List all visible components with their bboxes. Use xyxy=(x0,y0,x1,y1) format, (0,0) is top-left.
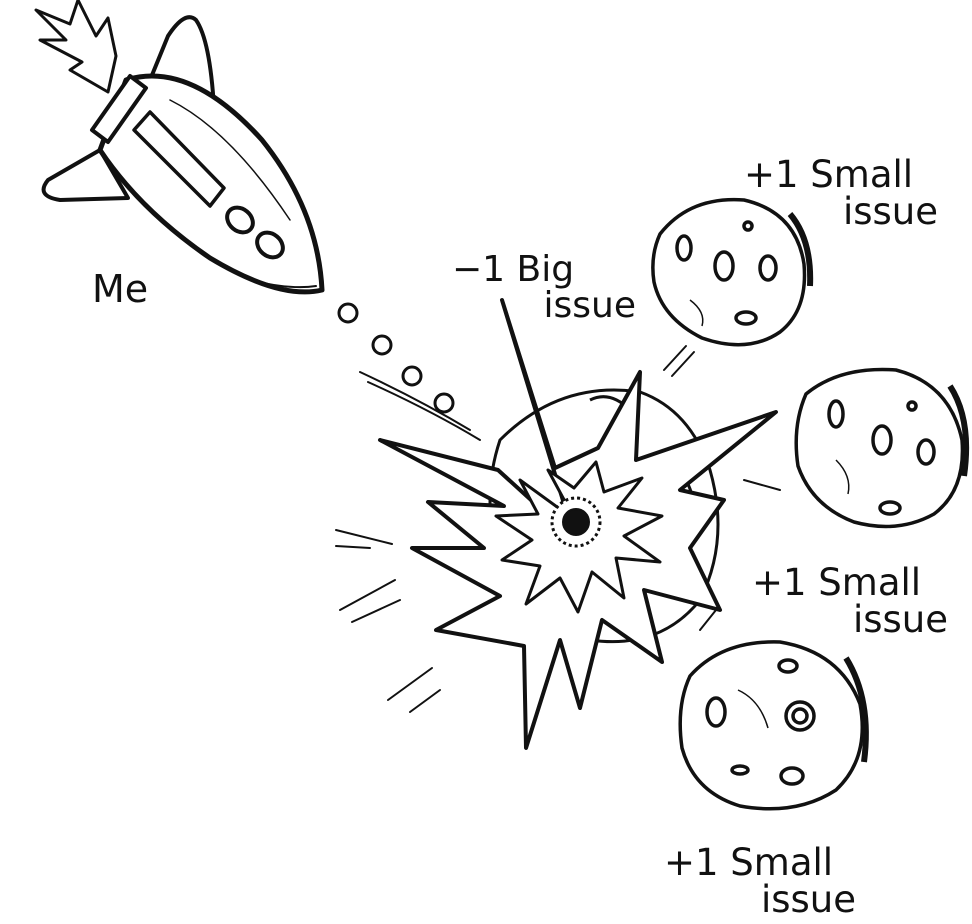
rocket-nozzle-ring xyxy=(90,74,148,144)
small-issue-label-middle-line1: +1 Small xyxy=(752,561,922,604)
big-issue-label: −1 Big issue xyxy=(440,252,636,324)
rocket-porthole-2 xyxy=(255,230,285,260)
small-issue-label-top: +1 Small issue xyxy=(744,156,938,230)
small-issue-label-top-line2: issue xyxy=(842,190,938,233)
small-issue-label-bottom-line2: issue xyxy=(760,878,856,921)
small-issue-label-middle-line2: issue xyxy=(852,598,948,641)
speed-lines xyxy=(335,345,781,713)
rocket-window-slot xyxy=(132,110,226,208)
rocket-exhaust-flame xyxy=(34,0,118,94)
small-issue-label-middle: +1 Small issue xyxy=(752,564,948,638)
small-issue-label-top-line1: +1 Small xyxy=(744,153,914,196)
big-issue-label-line1: −1 Big xyxy=(452,249,575,290)
small-issue-label-bottom: +1 Small issue xyxy=(664,844,860,918)
explosion-core xyxy=(562,508,590,536)
big-issue-label-line2: issue xyxy=(543,285,636,326)
asteroid-top xyxy=(651,197,814,347)
trail-bubbles xyxy=(337,302,455,414)
rocket xyxy=(34,0,325,295)
asteroid-bottom xyxy=(678,640,869,811)
small-issue-label-bottom-line1: +1 Small xyxy=(664,841,834,884)
asteroid-middle xyxy=(794,367,970,529)
explosion xyxy=(378,298,778,750)
rocket-label: Me xyxy=(92,267,149,311)
rocket-porthole-1 xyxy=(225,205,255,235)
